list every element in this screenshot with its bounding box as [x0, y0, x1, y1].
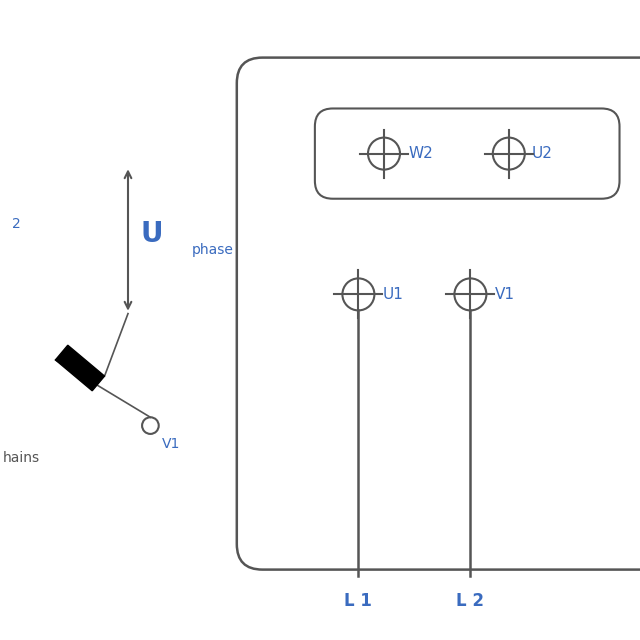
Text: phase: phase — [192, 243, 234, 257]
Text: V1: V1 — [495, 287, 515, 302]
Text: 2: 2 — [12, 217, 20, 231]
Text: L 2: L 2 — [456, 592, 484, 610]
Text: W2: W2 — [408, 146, 433, 161]
Text: hains: hains — [3, 451, 40, 465]
Text: U: U — [141, 220, 163, 248]
Text: U1: U1 — [383, 287, 404, 302]
Text: V1: V1 — [162, 437, 180, 451]
Text: U2: U2 — [531, 146, 552, 161]
FancyBboxPatch shape — [315, 108, 620, 198]
Polygon shape — [56, 345, 104, 391]
Text: L 1: L 1 — [344, 592, 372, 610]
FancyBboxPatch shape — [237, 58, 640, 570]
